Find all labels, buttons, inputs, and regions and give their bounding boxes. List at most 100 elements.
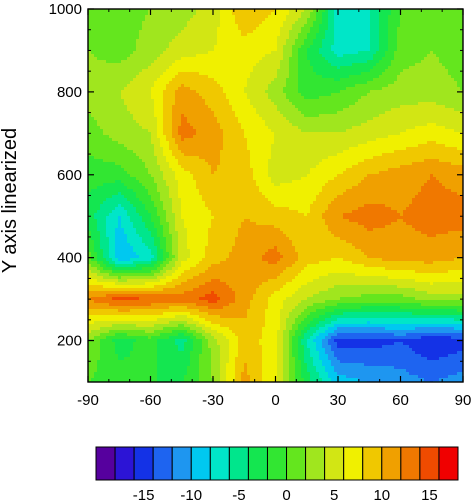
heatmap-cell — [142, 39, 146, 43]
heatmap-cell — [253, 51, 257, 55]
heatmap-cell — [127, 36, 131, 40]
heatmap-cell — [100, 75, 104, 79]
heatmap-cell — [121, 84, 125, 88]
heatmap-cell — [88, 93, 92, 97]
heatmap-cell — [310, 102, 314, 106]
heatmap-cell — [328, 69, 332, 73]
heatmap-cell — [130, 15, 134, 19]
heatmap-cell — [265, 78, 269, 82]
heatmap-cell — [274, 39, 278, 43]
heatmap-cell — [385, 117, 389, 121]
heatmap-cell — [367, 96, 371, 100]
heatmap-cell — [412, 36, 416, 40]
heatmap-cell — [268, 81, 272, 85]
heatmap-cell — [250, 123, 254, 127]
heatmap-cell — [400, 12, 404, 16]
heatmap-cell — [292, 30, 296, 34]
heatmap-cell — [373, 12, 377, 16]
heatmap-cell — [136, 39, 140, 43]
heatmap-cell — [352, 75, 356, 79]
heatmap-cell — [316, 51, 320, 55]
heatmap-cell — [121, 102, 125, 106]
heatmap-cell — [445, 12, 449, 16]
heatmap-cell — [292, 66, 296, 70]
heatmap-cell — [349, 123, 353, 127]
heatmap-cell — [334, 60, 338, 64]
heatmap-cell — [313, 27, 317, 31]
heatmap-cell — [220, 105, 224, 109]
heatmap-cell — [121, 63, 125, 67]
heatmap-cell — [313, 111, 317, 115]
heatmap-cell — [403, 108, 407, 112]
heatmap-cell — [274, 66, 278, 70]
heatmap-cell — [307, 12, 311, 16]
heatmap-cell — [133, 60, 137, 64]
heatmap-cell — [172, 117, 176, 121]
heatmap-cell — [139, 81, 143, 85]
heatmap-cell — [151, 9, 155, 13]
heatmap-cell — [385, 24, 389, 28]
heatmap-cell — [394, 51, 398, 55]
heatmap-cell — [415, 54, 419, 58]
heatmap-cell — [442, 15, 446, 19]
heatmap-cell — [145, 90, 149, 94]
heatmap-cell — [349, 54, 353, 58]
heatmap-cell — [184, 120, 188, 124]
heatmap-cell — [193, 24, 197, 28]
heatmap-cell — [397, 18, 401, 22]
heatmap-cell — [133, 87, 137, 91]
heatmap-cell — [97, 39, 101, 43]
heatmap-cell — [106, 93, 110, 97]
heatmap-cell — [349, 108, 353, 112]
heatmap-cell — [121, 15, 125, 19]
heatmap-cell — [187, 123, 191, 127]
heatmap-cell — [445, 54, 449, 58]
heatmap-cell — [409, 96, 413, 100]
heatmap-cell — [283, 15, 287, 19]
heatmap-cell — [400, 123, 404, 127]
heatmap-cell — [322, 57, 326, 61]
heatmap-cell — [400, 84, 404, 88]
heatmap-cell — [319, 114, 323, 118]
heatmap-cell — [379, 51, 383, 55]
heatmap-cell — [94, 84, 98, 88]
heatmap-cell — [352, 66, 356, 70]
heatmap-cell — [400, 45, 404, 49]
heatmap-cell — [319, 21, 323, 25]
heatmap-cell — [256, 69, 260, 73]
heatmap-cell — [451, 57, 455, 61]
heatmap-cell — [217, 96, 221, 100]
heatmap-cell — [193, 72, 197, 76]
heatmap-cell — [283, 102, 287, 106]
heatmap-cell — [127, 78, 131, 82]
heatmap-cell — [112, 39, 116, 43]
heatmap-cell — [322, 21, 326, 25]
heatmap-cell — [130, 36, 134, 40]
heatmap-cell — [268, 18, 272, 22]
heatmap-cell — [268, 12, 272, 16]
heatmap-cell — [307, 54, 311, 58]
heatmap-cell — [448, 18, 452, 22]
heatmap-cell — [199, 123, 203, 127]
heatmap-cell — [100, 60, 104, 64]
heatmap-cell — [334, 51, 338, 55]
heatmap-cell — [232, 27, 236, 31]
heatmap-cell — [376, 90, 380, 94]
heatmap-cell — [154, 48, 158, 52]
heatmap-cell — [355, 12, 359, 16]
heatmap-cell — [367, 69, 371, 73]
heatmap-cell — [391, 90, 395, 94]
heatmap-cell — [400, 27, 404, 31]
heatmap-cell — [172, 48, 176, 52]
heatmap-cell — [412, 126, 416, 130]
heatmap-cell — [205, 99, 209, 103]
heatmap-cell — [439, 21, 443, 25]
heatmap-cell — [178, 120, 182, 124]
heatmap-cell — [358, 75, 362, 79]
heatmap-cell — [148, 72, 152, 76]
heatmap-cell — [427, 75, 431, 79]
heatmap-cell — [256, 15, 260, 19]
heatmap-cell — [205, 117, 209, 121]
heatmap-cell — [349, 24, 353, 28]
heatmap-cell — [283, 66, 287, 70]
